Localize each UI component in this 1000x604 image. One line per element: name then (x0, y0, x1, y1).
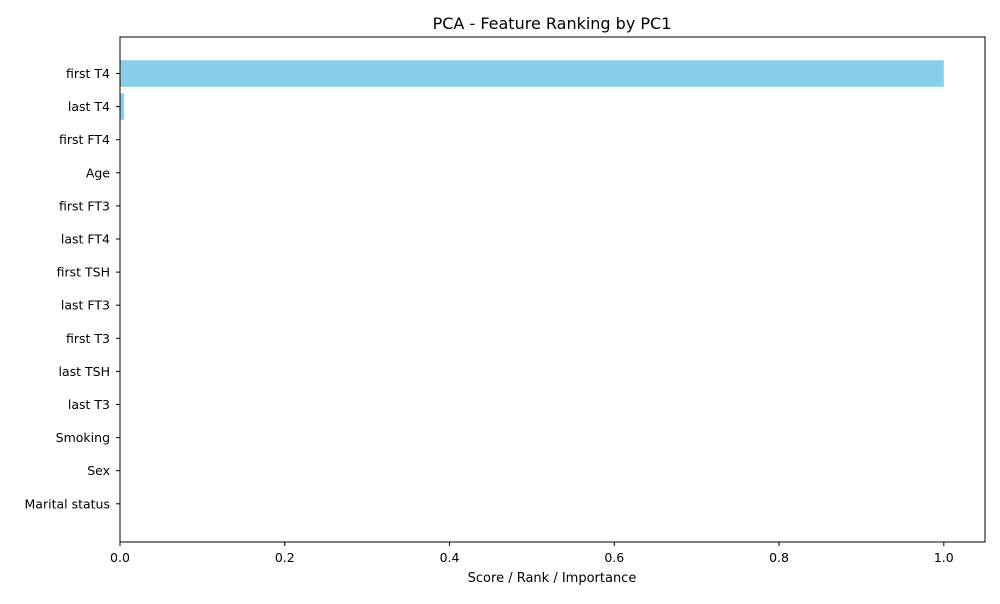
bar-first-t4 (120, 60, 944, 87)
y-tick-label: first T4 (66, 66, 110, 81)
y-tick-label: last T3 (68, 397, 110, 412)
bar-last-t4 (120, 93, 124, 120)
y-tick-label: last FT4 (61, 232, 110, 247)
y-tick-label: first FT4 (59, 132, 110, 147)
x-tick-label: 0.2 (275, 550, 295, 565)
y-tick-label: first TSH (57, 265, 110, 280)
x-axis-label: Score / Rank / Importance (468, 571, 637, 586)
y-tick-label: Marital status (25, 496, 110, 511)
y-tick-label: Age (86, 165, 110, 180)
chart-title: PCA - Feature Ranking by PC1 (433, 14, 672, 33)
y-tick-label: first FT3 (59, 198, 110, 213)
y-tick-label: last T4 (68, 99, 110, 114)
x-tick-label: 0.4 (440, 550, 460, 565)
y-tick-label: Smoking (56, 430, 110, 445)
x-tick-label: 1.0 (934, 550, 954, 565)
x-tick-label: 0.0 (110, 550, 130, 565)
y-tick-label: first T3 (66, 331, 110, 346)
y-tick-label: last FT3 (61, 298, 110, 313)
x-tick-label: 0.6 (604, 550, 624, 565)
y-tick-label: Sex (87, 463, 110, 478)
y-tick-label: last TSH (59, 364, 111, 379)
x-tick-label: 0.8 (769, 550, 789, 565)
